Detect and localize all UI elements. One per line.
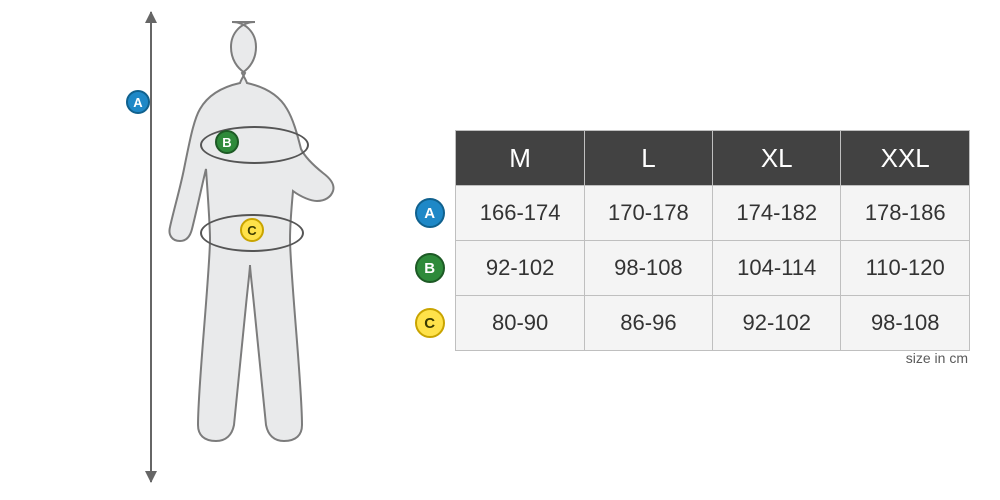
size-chart-infographic: A B C M L XL XXL A xyxy=(0,0,1000,500)
marker-c-icon: C xyxy=(415,308,445,338)
col-header: L xyxy=(584,131,712,186)
size-table: M L XL XXL A 166-174 170-178 174-182 xyxy=(410,130,970,351)
col-header: XL xyxy=(713,131,841,186)
cell: 92-102 xyxy=(456,241,584,296)
size-table-wrap: M L XL XXL A 166-174 170-178 174-182 xyxy=(410,130,970,351)
table-row: B 92-102 98-108 104-114 110-120 xyxy=(410,241,970,296)
marker-c-label: C xyxy=(247,223,256,238)
row-label-a: A xyxy=(410,186,456,241)
cell: 170-178 xyxy=(584,186,712,241)
cell: 110-120 xyxy=(841,241,970,296)
marker-b-label: B xyxy=(424,260,435,277)
marker-a-icon: A xyxy=(415,198,445,228)
cell: 166-174 xyxy=(456,186,584,241)
cell: 98-108 xyxy=(584,241,712,296)
marker-a-label: A xyxy=(424,205,435,222)
marker-b-on-body: B xyxy=(215,130,239,154)
col-header: XXL xyxy=(841,131,970,186)
row-label-c: C xyxy=(410,296,456,351)
table-row: A 166-174 170-178 174-182 178-186 xyxy=(410,186,970,241)
marker-c-on-body: C xyxy=(240,218,264,242)
size-table-header-row: M L XL XXL xyxy=(410,131,970,186)
cell: 92-102 xyxy=(713,296,841,351)
marker-c-label: C xyxy=(424,315,435,332)
cell: 178-186 xyxy=(841,186,970,241)
cell: 98-108 xyxy=(841,296,970,351)
cell: 80-90 xyxy=(456,296,584,351)
cell: 86-96 xyxy=(584,296,712,351)
size-caption: size in cm xyxy=(906,350,968,366)
cell: 104-114 xyxy=(713,241,841,296)
marker-a-label: A xyxy=(133,95,142,110)
col-header: M xyxy=(456,131,584,186)
cell: 174-182 xyxy=(713,186,841,241)
marker-b-label: B xyxy=(222,135,231,150)
table-row: C 80-90 86-96 92-102 98-108 xyxy=(410,296,970,351)
marker-a-on-arrow: A xyxy=(126,90,150,114)
size-table-corner xyxy=(410,131,456,186)
row-label-b: B xyxy=(410,241,456,296)
marker-b-icon: B xyxy=(415,253,445,283)
